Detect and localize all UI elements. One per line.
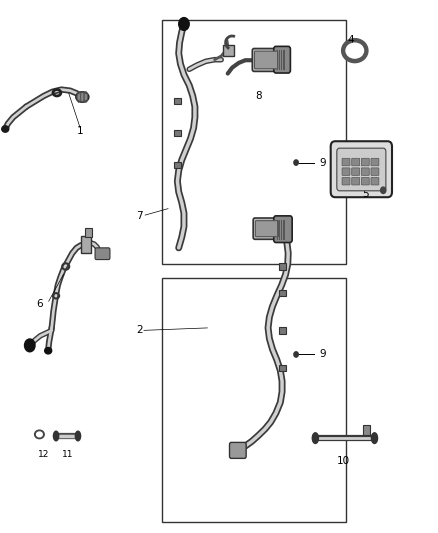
Text: 3: 3 bbox=[259, 232, 266, 242]
Ellipse shape bbox=[371, 433, 378, 443]
FancyBboxPatch shape bbox=[371, 158, 379, 166]
Bar bbox=[279, 365, 286, 371]
Bar bbox=[162, 20, 346, 264]
FancyBboxPatch shape bbox=[274, 46, 290, 73]
Text: 8: 8 bbox=[255, 91, 262, 101]
Ellipse shape bbox=[342, 39, 368, 63]
Text: 9: 9 bbox=[320, 158, 326, 167]
Text: 11: 11 bbox=[62, 450, 74, 459]
Bar bbox=[174, 130, 181, 136]
Bar bbox=[174, 98, 181, 104]
Bar bbox=[81, 236, 91, 253]
FancyBboxPatch shape bbox=[371, 168, 379, 175]
FancyBboxPatch shape bbox=[352, 168, 360, 175]
Ellipse shape bbox=[78, 93, 87, 101]
Ellipse shape bbox=[294, 160, 298, 165]
Text: 10: 10 bbox=[337, 456, 350, 466]
Circle shape bbox=[381, 187, 386, 193]
Text: 4: 4 bbox=[347, 35, 354, 45]
FancyBboxPatch shape bbox=[274, 216, 292, 243]
Ellipse shape bbox=[35, 430, 44, 439]
FancyBboxPatch shape bbox=[230, 442, 246, 458]
Text: 6: 6 bbox=[36, 299, 43, 309]
Ellipse shape bbox=[75, 431, 81, 441]
FancyBboxPatch shape bbox=[331, 141, 392, 197]
Ellipse shape bbox=[294, 352, 298, 357]
Bar bbox=[85, 228, 92, 237]
Bar bbox=[363, 425, 370, 435]
Bar bbox=[279, 290, 286, 296]
FancyBboxPatch shape bbox=[361, 158, 369, 166]
FancyBboxPatch shape bbox=[352, 158, 360, 166]
FancyBboxPatch shape bbox=[95, 248, 110, 260]
Text: 5: 5 bbox=[362, 189, 369, 199]
Ellipse shape bbox=[2, 126, 9, 132]
FancyBboxPatch shape bbox=[361, 177, 369, 185]
Text: 1: 1 bbox=[77, 126, 83, 135]
Bar bbox=[162, 278, 346, 522]
FancyBboxPatch shape bbox=[252, 49, 280, 71]
Circle shape bbox=[25, 339, 35, 352]
Ellipse shape bbox=[45, 348, 52, 354]
FancyBboxPatch shape bbox=[361, 168, 369, 175]
Bar bbox=[279, 327, 286, 334]
Bar bbox=[279, 263, 286, 270]
Text: 2: 2 bbox=[136, 326, 142, 335]
Bar bbox=[223, 45, 234, 56]
Ellipse shape bbox=[312, 433, 318, 443]
FancyBboxPatch shape bbox=[255, 221, 279, 237]
FancyBboxPatch shape bbox=[253, 218, 281, 239]
Text: 12: 12 bbox=[38, 450, 49, 459]
FancyBboxPatch shape bbox=[337, 148, 386, 191]
FancyBboxPatch shape bbox=[254, 51, 278, 69]
Text: 9: 9 bbox=[320, 350, 326, 359]
FancyBboxPatch shape bbox=[342, 158, 350, 166]
Circle shape bbox=[179, 18, 189, 30]
FancyBboxPatch shape bbox=[342, 177, 350, 185]
Ellipse shape bbox=[53, 431, 59, 441]
Text: 7: 7 bbox=[136, 211, 142, 221]
FancyBboxPatch shape bbox=[342, 168, 350, 175]
Ellipse shape bbox=[76, 92, 89, 102]
FancyBboxPatch shape bbox=[371, 177, 379, 185]
FancyBboxPatch shape bbox=[352, 177, 360, 185]
Ellipse shape bbox=[346, 43, 364, 58]
Bar bbox=[174, 162, 181, 168]
Ellipse shape bbox=[36, 432, 42, 437]
